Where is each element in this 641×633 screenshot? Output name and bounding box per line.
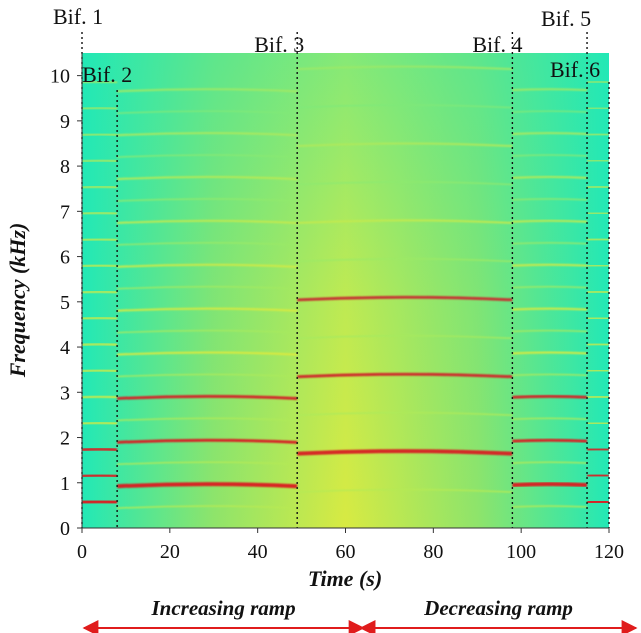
bifurcation-label: Bif. 4 xyxy=(472,32,522,57)
y-tick-label: 8 xyxy=(60,156,70,178)
bifurcation-label: Bif. 1 xyxy=(53,4,103,29)
x-axis: 0 20 40 60 80 100 120 xyxy=(77,527,624,563)
y-tick-label: 9 xyxy=(60,111,70,133)
y-tick-label: 10 xyxy=(50,66,70,88)
y-tick-label: 6 xyxy=(60,247,70,269)
x-tick-label: 80 xyxy=(423,541,443,563)
x-tick-label: 60 xyxy=(336,541,356,563)
ramp-label: Decreasing ramp xyxy=(423,596,573,620)
x-tick-label: 20 xyxy=(160,541,180,563)
bifurcation-label: Bif. 3 xyxy=(254,32,304,57)
ramp-annotations: Increasing ramp Decreasing ramp xyxy=(82,596,638,633)
bifurcation-labels: Bif. 1 Bif. 2 Bif. 3 Bif. 4 Bif. 5 Bif. 6 xyxy=(53,4,600,87)
y-tick-label: 3 xyxy=(60,382,70,404)
x-axis-title: Time (s) xyxy=(308,566,382,591)
y-tick-label: 0 xyxy=(60,518,70,540)
x-tick-label: 40 xyxy=(248,541,268,563)
x-tick-label: 100 xyxy=(506,541,536,563)
y-axis-title: Frequency (kHz) xyxy=(5,223,30,379)
bifurcation-label: Bif. 5 xyxy=(541,6,591,31)
spectrogram-plot-area xyxy=(82,53,609,528)
bifurcation-label: Bif. 6 xyxy=(550,57,600,82)
y-tick-label: 2 xyxy=(60,428,70,450)
ramp-label: Increasing ramp xyxy=(150,596,295,620)
y-tick-label: 7 xyxy=(60,201,70,223)
y-tick-label: 1 xyxy=(60,473,70,495)
y-tick-label: 4 xyxy=(60,337,70,359)
y-axis: 0 1 2 3 4 5 6 7 8 9 10 xyxy=(50,53,83,540)
y-tick-label: 5 xyxy=(60,292,70,314)
x-tick-label: 0 xyxy=(77,541,87,563)
spectrogram-fade xyxy=(82,53,609,528)
bifurcation-lines xyxy=(81,32,610,528)
bifurcation-label: Bif. 2 xyxy=(82,62,132,87)
x-tick-label: 120 xyxy=(594,541,624,563)
